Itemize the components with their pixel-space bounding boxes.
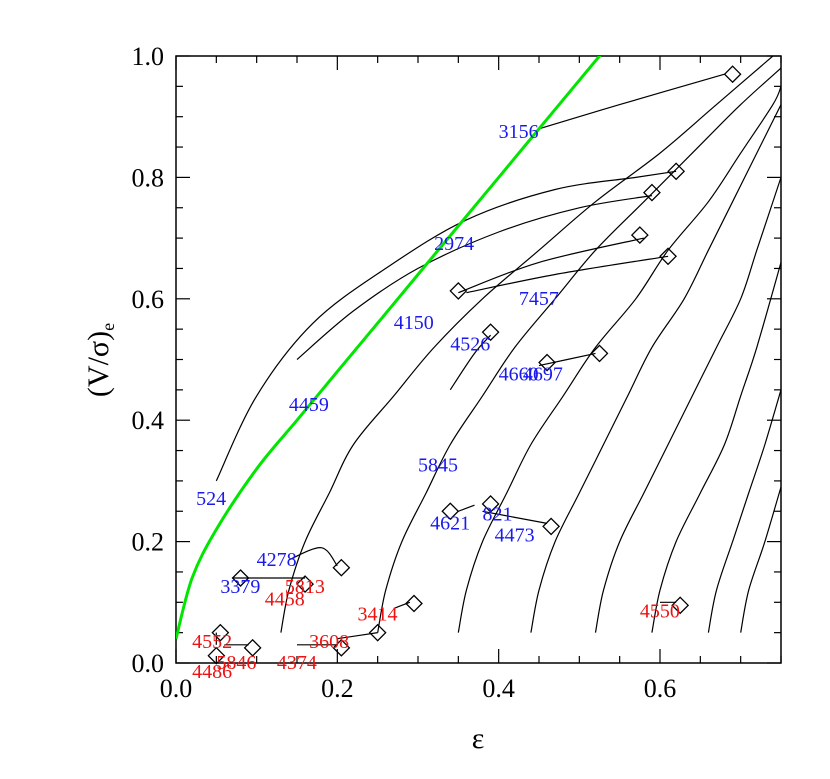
galaxy-curve: [393, 601, 411, 609]
galaxy-label: 3379: [220, 576, 260, 598]
x-axis-label: ε: [472, 722, 485, 755]
edge-on-curve: [377, 67, 781, 633]
isotropic-curve: [176, 56, 602, 640]
y-axis-label: (V/σ)e: [82, 323, 118, 397]
y-tick-label: 1.0: [132, 42, 165, 71]
galaxy-label: 2974: [434, 233, 474, 255]
edge-on-curve: [740, 486, 781, 633]
galaxy-label: 821: [483, 503, 513, 525]
isotropic-line: [176, 56, 602, 640]
galaxy-label: 5813: [285, 576, 325, 598]
plot-frame: [175, 55, 782, 664]
galaxy-curve: [337, 632, 378, 640]
diamond-marker: [405, 594, 423, 613]
axis-ticks: [175, 55, 782, 664]
diamond-marker: [332, 558, 351, 577]
x-tick-label: 0.2: [321, 674, 354, 703]
galaxy-label: 4150: [394, 312, 434, 334]
diamond-marker: [368, 623, 387, 642]
data-markers: [207, 65, 742, 665]
diamond-marker: [332, 638, 351, 657]
diamond-marker: [538, 353, 556, 372]
diamond-marker: [590, 344, 609, 363]
y-axis-label-main: (V/σ): [82, 331, 115, 397]
edge-on-curve: [457, 86, 781, 633]
edge-on-curve: [651, 262, 781, 633]
galaxy-curve: [458, 237, 645, 294]
y-axis-label-sub: e: [98, 323, 118, 331]
y-axis-label-group: (V/σ)e: [82, 323, 118, 397]
galaxy-curve: [466, 255, 669, 294]
diamond-marker: [481, 495, 500, 513]
galaxy-curve: [215, 170, 677, 482]
diamond-marker: [449, 281, 468, 300]
tick-labels: 0.0 0.2 0.4 0.6 0.0 0.2 0.4 0.6 0.8 1.0: [132, 42, 677, 703]
galaxy-label: 4458: [265, 588, 305, 610]
galaxy-label: 4526: [450, 333, 490, 355]
diamond-marker: [659, 247, 677, 266]
diamond-marker: [542, 517, 561, 536]
model-curves: [215, 56, 781, 646]
galaxy-label: 4697: [523, 364, 563, 386]
y-tick-label: 0.4: [132, 406, 165, 435]
edge-on-curve: [530, 104, 781, 633]
galaxy-curve: [449, 334, 492, 391]
edge-on-curve: [594, 177, 781, 633]
galaxy-label: 4486: [192, 661, 232, 683]
diamond-marker: [481, 323, 500, 342]
galaxy-label: 4473: [495, 525, 535, 547]
diamond-marker: [207, 646, 226, 665]
diamond-marker: [243, 638, 262, 657]
galaxy-curve: [482, 510, 548, 524]
galaxy-label: 5846: [216, 652, 256, 674]
diamond-marker: [211, 623, 230, 642]
x-tick-label: 0.4: [482, 674, 515, 703]
diamond-marker: [231, 569, 250, 587]
diamond-marker: [643, 183, 661, 202]
galaxy-label: 3608: [309, 631, 349, 653]
galaxy-curve: [296, 195, 652, 360]
diamond-marker: [441, 502, 460, 521]
galaxy-label: 3156: [499, 121, 539, 143]
diamond-marker: [630, 226, 649, 244]
galaxy-label: 4660: [499, 364, 539, 386]
galaxy-label: 7457: [519, 288, 559, 310]
y-tick-label: 0.6: [132, 285, 165, 314]
galaxy-label: 3414: [358, 603, 398, 625]
y-tick-label: 0.8: [132, 163, 165, 192]
galaxy-label: 4621: [430, 512, 470, 534]
y-tick-label: 0.0: [132, 649, 165, 678]
diamond-marker: [296, 575, 314, 594]
edge-on-curve: [280, 56, 774, 633]
galaxy-label: 4459: [289, 394, 329, 416]
galaxy-curve: [538, 73, 725, 130]
galaxy-label: 4552: [192, 631, 232, 653]
diamond-marker: [671, 596, 690, 615]
diamond-marker: [723, 65, 742, 84]
galaxy-curve: [458, 504, 475, 512]
x-tick-label: 0.0: [160, 674, 193, 703]
diamond-marker: [667, 162, 686, 181]
galaxy-curve: [288, 547, 338, 567]
edge-on-curve: [707, 389, 781, 633]
galaxy-label: 4278: [257, 549, 297, 571]
galaxy-label: 5845: [418, 455, 458, 477]
galaxy-label: 4550: [640, 600, 680, 622]
galaxy-label: 524: [196, 488, 226, 510]
galaxy-label: 4374: [277, 652, 317, 674]
y-tick-label: 0.2: [132, 528, 165, 557]
x-tick-label: 0.6: [644, 674, 677, 703]
